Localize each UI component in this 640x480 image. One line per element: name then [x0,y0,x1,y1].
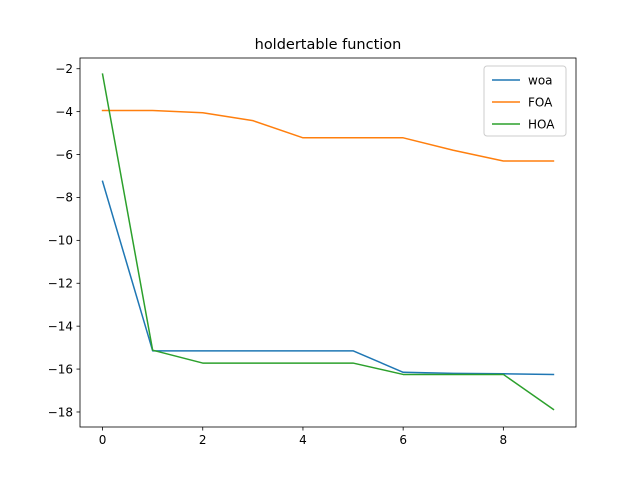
series-line-woa [101,180,555,376]
y-tick-label: −6 [55,148,73,162]
x-tick-label: 2 [199,433,207,447]
series-line-FOA [101,109,555,162]
legend-box [483,65,567,137]
x-tick-label: 4 [299,433,307,447]
legend-label-HOA: HOA [528,117,555,131]
y-tick-label: −16 [48,362,73,376]
legend-label-woa: woa [528,73,553,87]
legend: woa FOA HOA [483,65,567,137]
x-tick-label: 0 [99,433,107,447]
y-tick-label: −18 [48,405,73,419]
y-tick-label: −2 [55,62,73,76]
y-tick-label: −14 [48,319,73,333]
series-line-HOA [101,73,555,411]
chart-title: holdertable function [255,37,402,53]
x-tick-label: 6 [399,433,407,447]
y-tick-label: −4 [55,105,73,119]
axes: 0 2 4 6 8 −2 −4 −6 −8 −10 −12 −14 −16 −18 [48,57,577,447]
y-tick-label: −12 [48,277,73,291]
plot-area [101,73,555,411]
x-tick-label: 8 [500,433,508,447]
axes-frame [79,57,577,428]
y-tick-label: −10 [48,234,73,248]
y-tick-label: −8 [55,191,73,205]
legend-label-FOA: FOA [528,95,553,109]
